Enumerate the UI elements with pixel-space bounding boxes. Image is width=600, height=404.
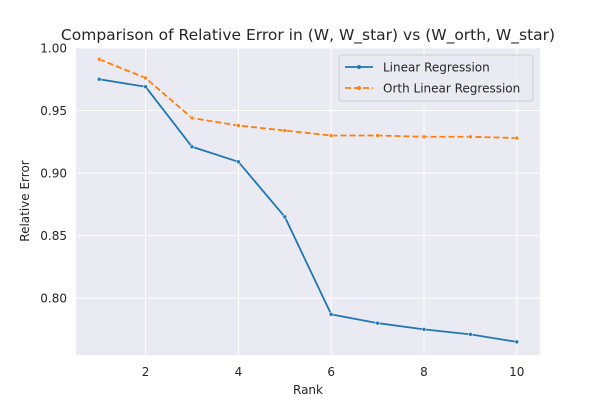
legend-box (338, 54, 534, 102)
data-point-linear-regression (468, 332, 473, 337)
x-tick-label: 10 (509, 365, 524, 379)
series-layer (96, 57, 520, 345)
x-tick-label: 2 (142, 365, 150, 379)
data-point-linear-regression (375, 320, 380, 326)
legend-marker-linear-regression (357, 65, 361, 69)
legend-label-linear-regression: Linear Regression (383, 61, 490, 75)
legend-label-orth-linear-regression: Orth Linear Regression (383, 82, 520, 96)
data-point-orth-linear-regression (328, 133, 334, 138)
x-tick-label: 4 (235, 365, 243, 379)
data-point-linear-regression (189, 144, 195, 150)
data-point-linear-regression (514, 339, 520, 345)
x-tick-label: 8 (420, 365, 428, 379)
data-point-orth-linear-regression (143, 75, 148, 81)
y-axis-label: Relative Error (18, 160, 32, 242)
tick-layer: 2 4 6 8 10 0.80 0.85 0.90 0.95 1.00 (40, 42, 524, 380)
data-point-orth-linear-regression (236, 123, 241, 128)
data-point-linear-regression (236, 159, 241, 165)
data-point-linear-regression (96, 77, 102, 82)
y-tick-label: 0.95 (40, 104, 67, 118)
data-point-linear-regression (282, 214, 288, 220)
x-axis-label: Rank (293, 383, 323, 397)
y-tick-label: 0.85 (40, 229, 67, 243)
data-point-orth-linear-regression (375, 133, 380, 138)
y-tick-label: 0.90 (40, 167, 67, 181)
data-point-orth-linear-regression (96, 57, 102, 62)
data-point-linear-regression (421, 327, 427, 332)
data-point-linear-regression (143, 84, 148, 90)
data-point-orth-linear-regression (514, 135, 520, 141)
data-point-orth-linear-regression (189, 115, 195, 121)
x-tick-label: 6 (327, 365, 335, 379)
data-point-orth-linear-regression (421, 134, 427, 140)
legend-marker-orth-linear-regression (357, 86, 361, 90)
chart-title: Comparison of Relative Error in (W, W_st… (61, 26, 555, 45)
data-point-orth-linear-regression (468, 134, 473, 140)
data-point-orth-linear-regression (282, 128, 288, 133)
series-line-orth-linear-regression (98, 58, 517, 139)
y-tick-label: 0.80 (40, 292, 67, 306)
legend: Linear Regression Orth Linear Regression (338, 54, 534, 102)
series-line-linear-regression (99, 78, 517, 343)
data-point-linear-regression (328, 312, 334, 317)
y-tick-label: 1.00 (40, 42, 67, 56)
